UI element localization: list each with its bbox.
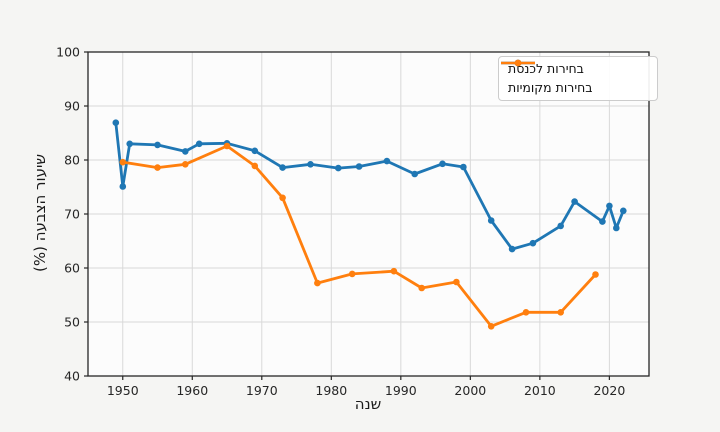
svg-text:70: 70 [64, 206, 80, 221]
svg-text:1990: 1990 [385, 383, 417, 398]
svg-text:50: 50 [64, 314, 80, 329]
legend-label-municipal: בחירות מקומיות [508, 80, 593, 95]
svg-text:1970: 1970 [246, 383, 278, 398]
x-axis-label: שנה [354, 395, 382, 413]
svg-text:2020: 2020 [593, 383, 625, 398]
municipal-line-sample-icon [501, 59, 535, 67]
svg-text:1960: 1960 [176, 383, 208, 398]
legend-item-municipal: בחירות מקומיות [501, 59, 649, 95]
legend: בחירות לכנסת בחירות מקומיות [498, 56, 658, 101]
legend-label-knesset: בחירות לכנסת [508, 61, 584, 76]
svg-text:90: 90 [64, 98, 80, 113]
svg-text:100: 100 [56, 44, 80, 59]
svg-text:1950: 1950 [107, 383, 139, 398]
svg-text:80: 80 [64, 152, 80, 167]
svg-text:2010: 2010 [524, 383, 556, 398]
svg-text:2000: 2000 [454, 383, 486, 398]
svg-text:60: 60 [64, 260, 80, 275]
svg-text:1980: 1980 [315, 383, 347, 398]
svg-text:40: 40 [64, 368, 80, 383]
y-axis-label: שיעור הצבעה (%) [31, 154, 49, 272]
